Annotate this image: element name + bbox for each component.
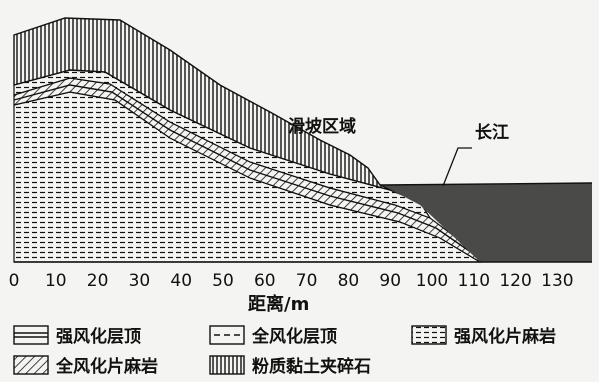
river-label-leader	[442, 147, 472, 187]
slope-layers	[13, 17, 483, 263]
strong-weathered-top-line	[13, 84, 476, 256]
legend: 强风化层顶 全风化层顶 强风化片麻岩 全风化片麻岩 粉质黏土夹碎石	[13, 325, 556, 377]
x-tick-label: 120	[499, 271, 531, 291]
legend-item-strong-weathered-top: 强风化层顶	[13, 325, 141, 347]
x-tick-label: 0	[9, 271, 20, 291]
legend-item-strong-weathered-gneiss: 强风化片麻岩	[411, 325, 556, 347]
x-tick-label: 80	[338, 271, 360, 291]
x-tick-label: 50	[212, 271, 234, 291]
legend-label-full-weathered-top: 全风化层顶	[251, 326, 337, 347]
x-tick-label: 110	[458, 271, 490, 291]
x-tick-label: 40	[170, 271, 192, 291]
legend-label-full-weathered-gneiss: 全风化片麻岩	[55, 356, 158, 377]
river-label: 长江	[475, 122, 509, 143]
slide-area-label: 滑坡区域	[288, 116, 356, 137]
x-tick-label: 90	[379, 271, 401, 291]
legend-label-silty-clay-gravel: 粉质黏土夹碎石	[252, 356, 371, 377]
x-tick-label: 20	[87, 271, 109, 291]
x-tick-label: 70	[296, 271, 318, 291]
x-tick-label: 30	[129, 271, 151, 291]
x-tick-label: 100	[416, 271, 448, 291]
legend-item-full-weathered-gneiss: 全风化片麻岩	[13, 355, 158, 377]
yangtze-river-water	[382, 183, 592, 262]
x-axis-ticks: 0 10 20 30 40 50 60 70 80 90 100 110 120 130	[9, 271, 574, 291]
x-tick-label: 60	[254, 271, 276, 291]
x-axis-title: 距离/m	[248, 293, 309, 315]
legend-item-full-weathered-top: 全风化层顶	[209, 325, 337, 347]
legend-label-strong-weathered-gneiss: 强风化片麻岩	[454, 326, 556, 347]
legend-item-silty-clay-gravel: 粉质黏土夹碎石	[209, 355, 371, 377]
legend-label-strong-weathered-top: 强风化层顶	[56, 326, 141, 347]
x-tick-label: 130	[541, 271, 573, 291]
river-surface-line	[379, 182, 593, 186]
x-tick-label: 10	[45, 271, 67, 291]
